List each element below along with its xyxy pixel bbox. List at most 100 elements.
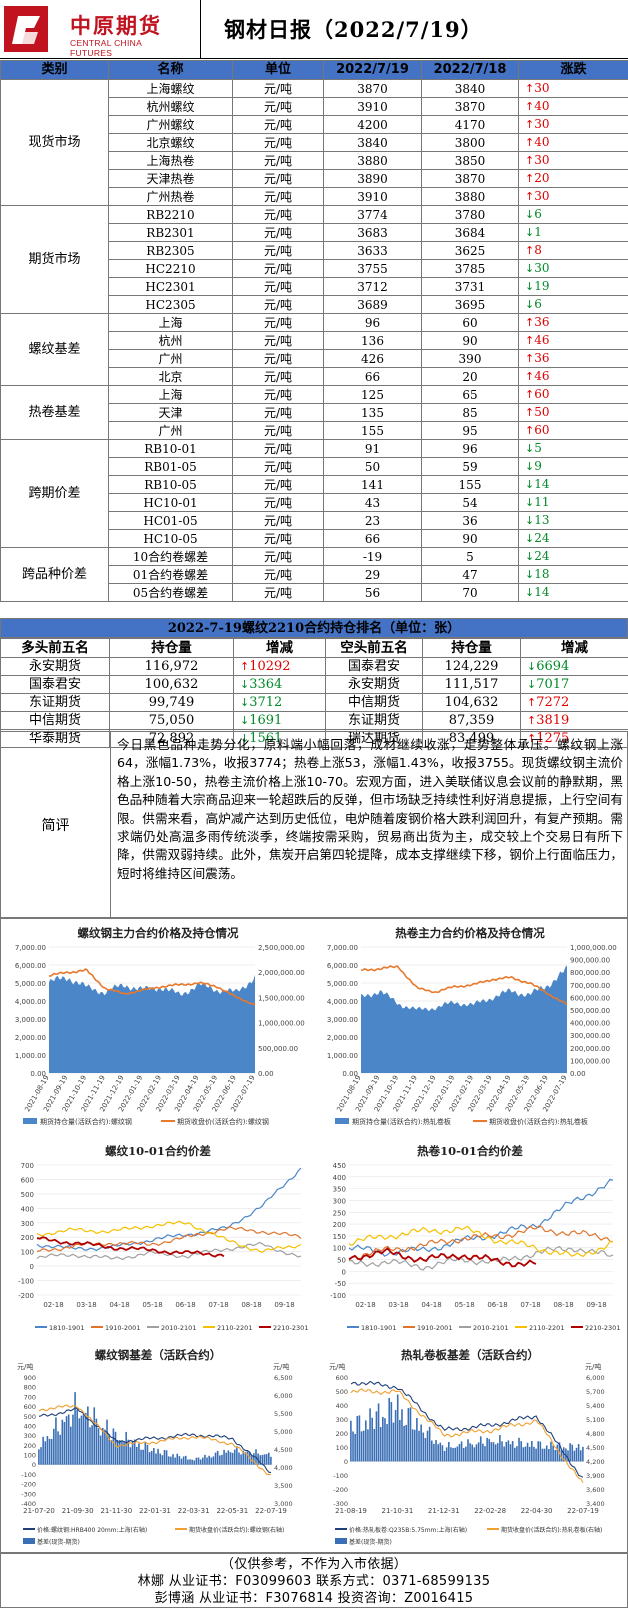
unit-cell: 元/吨: [232, 295, 324, 314]
long-quantity: 75,050: [109, 711, 234, 730]
change-value: 20: [534, 171, 550, 185]
legend-label: 1910-2001: [417, 1324, 452, 1332]
short-quantity: 124,229: [422, 657, 521, 676]
current-value-cell: 125: [323, 385, 422, 404]
item-name-cell: 杭州: [108, 331, 233, 350]
unit-cell: 元/吨: [232, 277, 324, 296]
item-name-cell: 上海螺纹: [108, 79, 233, 98]
table-row: 螺纹基差 上海 元/吨 96 60 ↑36: [0, 313, 628, 386]
y-tick-label: -100: [330, 1292, 346, 1300]
logo-mark-icon: [4, 6, 48, 52]
change-cell: ↑30: [518, 187, 628, 206]
y2-tick-label: 0.00: [570, 1070, 586, 1078]
x-tick-label: 05-18: [142, 1301, 162, 1309]
previous-value-cell: 3870: [421, 169, 519, 188]
basis-bar: [133, 1439, 136, 1465]
basis-bar: [492, 1442, 495, 1462]
previous-value-cell: 70: [421, 583, 519, 602]
column-header: 持仓量: [109, 638, 234, 658]
previous-value-cell: 3800: [421, 133, 519, 152]
report-footer: （仅供参考，不作为入市依据） 林娜 从业证书：F03099603 联系方式：03…: [0, 1553, 628, 1608]
basis-bar: [490, 1442, 493, 1462]
y-tick-label: 1,000.00: [15, 1052, 46, 1060]
basis-bar: [526, 1442, 529, 1462]
current-value-cell: 3683: [323, 223, 422, 242]
arrow-down-icon: ↓: [525, 226, 535, 239]
basis-bar: [52, 1428, 55, 1465]
previous-value-cell: 155: [421, 475, 519, 494]
item-name-cell: RB10-05: [108, 475, 233, 494]
basis-bar: [167, 1456, 170, 1465]
y-tick-label: 400: [333, 1174, 346, 1182]
y-tick-label: 5,000.00: [15, 980, 46, 988]
change-value: 6: [534, 207, 542, 221]
basis-bar: [225, 1452, 228, 1465]
basis-bar: [150, 1450, 153, 1465]
y-tick-label: 400: [336, 1402, 348, 1410]
basis-bar: [567, 1450, 569, 1462]
basis-bar: [63, 1422, 66, 1465]
basis-bar: [518, 1437, 520, 1462]
basis-bar: [396, 1394, 399, 1462]
current-value-cell: 3880: [323, 151, 422, 170]
basis-bar: [579, 1450, 582, 1462]
arrow-up-icon: ↑: [527, 713, 537, 727]
basis-bar: [121, 1441, 123, 1465]
basis-bar: [541, 1448, 544, 1462]
basis-bar: [189, 1459, 191, 1465]
y2-tick-label: 4,500: [274, 1446, 293, 1454]
arrow-down-icon: ↓: [525, 208, 535, 221]
chart-title: 螺纹钢主力合约价格及持仓情况: [77, 926, 239, 940]
category-cell: 期货市场: [0, 205, 109, 314]
x-tick-label: 21-08-19: [335, 1507, 367, 1515]
basis-bar: [364, 1420, 367, 1462]
position-row: 华泰期货 72,892 ↓1561 瑞达期货 83,499 ↑1275: [0, 729, 628, 748]
change-cell: ↑30: [518, 79, 628, 98]
y-tick-label: -200: [18, 1292, 34, 1300]
y-tick-label: 700: [24, 1393, 36, 1401]
basis-bar: [112, 1428, 115, 1465]
long-change: ↓3712: [233, 693, 326, 712]
right-axis-unit: 元/吨: [273, 1362, 289, 1371]
spread-line-series: [36, 1220, 302, 1253]
change-value: 40: [534, 99, 550, 113]
y2-tick-label: 900,000.00: [570, 957, 610, 965]
basis-bar: [467, 1439, 469, 1462]
current-value-cell: 56: [323, 583, 422, 602]
unit-cell: 元/吨: [232, 583, 324, 602]
arrow-down-icon: ↓: [527, 677, 537, 691]
arrow-down-icon: ↓: [240, 677, 250, 691]
basis-bar: [569, 1443, 571, 1462]
basis-bar: [157, 1448, 159, 1465]
basis-bar: [460, 1441, 463, 1462]
y-tick-label: 200: [333, 1221, 346, 1229]
table-row: RB10-05 元/吨 141 155 ↓14: [1, 475, 628, 494]
basis-bar: [454, 1447, 456, 1462]
previous-value-cell: 65: [421, 385, 519, 404]
table-row: RB01-05 元/吨 50 59 ↓9: [1, 457, 628, 476]
basis-bar: [223, 1449, 225, 1465]
arrow-up-icon: ↑: [525, 190, 535, 203]
x-tick-label: 07-18: [208, 1301, 228, 1309]
basis-bar: [57, 1431, 59, 1465]
spread-line-series: [36, 1167, 302, 1252]
unit-cell: 元/吨: [232, 79, 324, 98]
change-value: 1: [534, 225, 542, 239]
basis-bar: [554, 1449, 557, 1462]
short-broker: 国泰君安: [325, 657, 423, 676]
item-name-cell: 广州螺纹: [108, 115, 233, 134]
previous-value-cell: 3780: [421, 205, 519, 224]
y2-tick-label: 6,000: [274, 1392, 293, 1400]
basis-bar: [46, 1436, 49, 1465]
current-value-cell: 23: [323, 511, 422, 530]
basis-bar: [42, 1436, 44, 1465]
logo-text-en: CENTRAL CHINA FUTURES: [70, 38, 142, 58]
arrow-down-icon: ↓: [527, 659, 537, 673]
basis-bar: [552, 1445, 554, 1462]
change-cell: ↓9: [518, 457, 628, 476]
arrow-down-icon: ↓: [525, 586, 535, 599]
current-value-cell: 3633: [323, 241, 422, 260]
arrow-down-icon: ↓: [525, 298, 535, 311]
previous-value-cell: 3625: [421, 241, 519, 260]
unit-cell: 元/吨: [232, 169, 324, 188]
